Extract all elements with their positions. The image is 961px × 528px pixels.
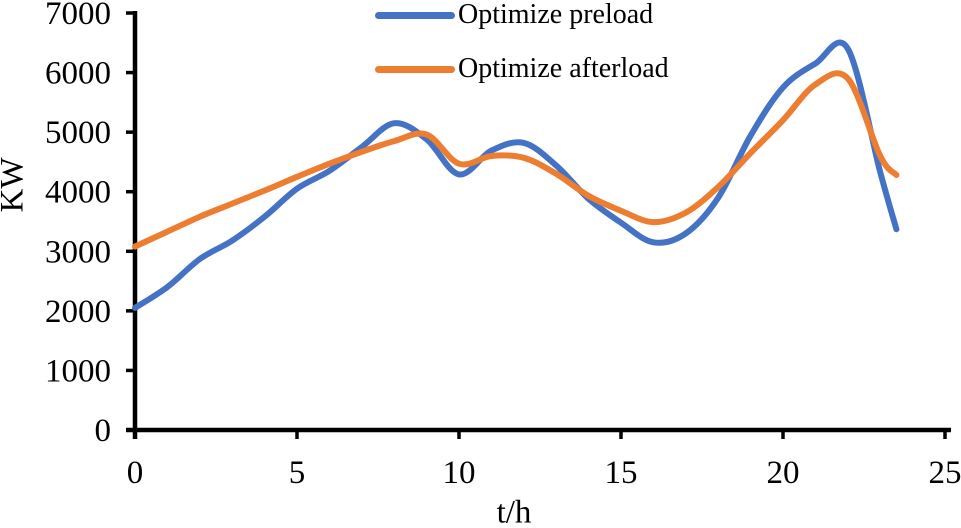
legend-label-afterload: Optimize afterload (458, 53, 669, 84)
legend-item-preload: Optimize preload (375, 0, 669, 30)
x-tick-label: 15 (605, 455, 638, 491)
legend-item-afterload: Optimize afterload (375, 54, 669, 84)
y-tick-label: 5000 (45, 115, 111, 151)
y-tick-label: 2000 (45, 294, 111, 330)
y-tick-label: 4000 (45, 175, 111, 211)
y-tick-label: 7000 (45, 0, 111, 32)
y-tick-label: 1000 (45, 353, 111, 389)
y-axis-title: KW (0, 157, 31, 213)
y-tick-label: 3000 (45, 234, 111, 270)
x-axis-title: t/h (496, 494, 532, 528)
x-tick-label: 20 (767, 455, 800, 491)
y-tick-label: 6000 (45, 56, 111, 92)
series-line-optimize-afterload (132, 70, 900, 250)
y-tick-label: 0 (95, 413, 112, 449)
x-tick-label: 10 (443, 455, 476, 491)
legend-label-preload: Optimize preload (458, 0, 654, 30)
x-tick-label: 25 (929, 455, 961, 491)
preload-line-swatch (375, 11, 455, 19)
x-tick-label: 5 (289, 455, 306, 491)
legend: Optimize preload Optimize afterload (375, 0, 669, 108)
series-line-optimize-preload (132, 39, 900, 311)
afterload-line-swatch (375, 65, 455, 73)
x-tick-label: 0 (127, 455, 144, 491)
